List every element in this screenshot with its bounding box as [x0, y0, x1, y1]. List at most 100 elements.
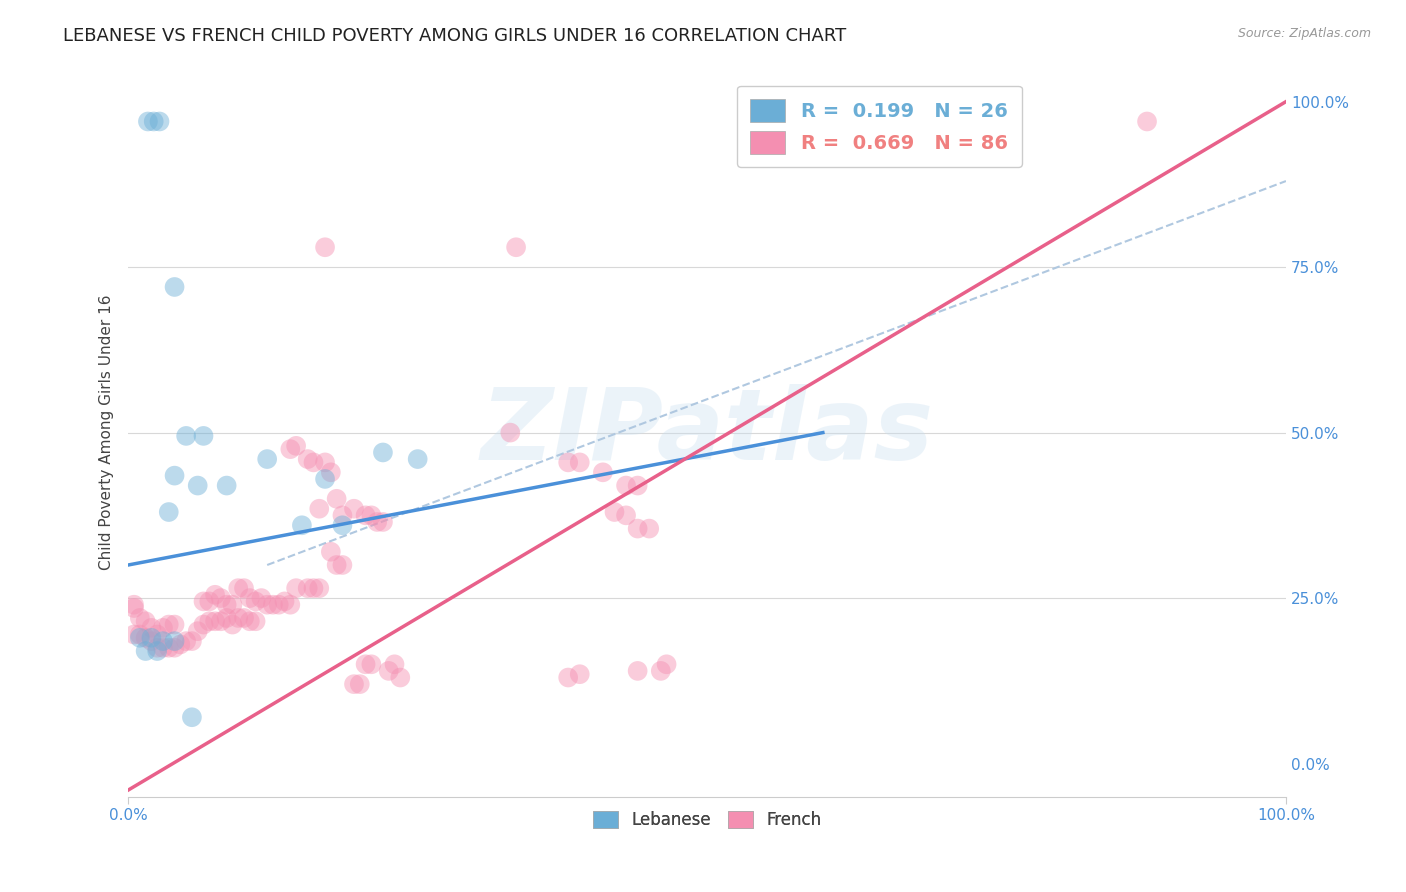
- Point: [325, 491, 347, 506]
- Point: [163, 468, 186, 483]
- Point: [262, 598, 284, 612]
- Point: [371, 515, 394, 529]
- Legend: Lebanese, French: Lebanese, French: [583, 801, 831, 839]
- Point: [360, 508, 382, 523]
- Point: [239, 614, 262, 628]
- Point: [181, 634, 204, 648]
- Point: [360, 657, 382, 672]
- Point: [163, 617, 186, 632]
- Point: [152, 621, 174, 635]
- Point: [142, 114, 165, 128]
- Point: [505, 240, 527, 254]
- Point: [209, 614, 232, 628]
- Point: [157, 617, 180, 632]
- Point: [215, 478, 238, 492]
- Point: [297, 452, 319, 467]
- Point: [122, 627, 145, 641]
- Point: [141, 621, 163, 635]
- Point: [603, 505, 626, 519]
- Point: [627, 478, 650, 492]
- Point: [187, 624, 209, 639]
- Point: [215, 598, 238, 612]
- Point: [354, 508, 377, 523]
- Point: [152, 634, 174, 648]
- Point: [181, 710, 204, 724]
- Point: [136, 114, 159, 128]
- Point: [308, 501, 330, 516]
- Point: [285, 581, 308, 595]
- Point: [233, 581, 256, 595]
- Point: [163, 634, 186, 648]
- Point: [204, 614, 226, 628]
- Point: [146, 627, 169, 641]
- Point: [256, 452, 278, 467]
- Point: [285, 439, 308, 453]
- Point: [314, 240, 336, 254]
- Point: [146, 640, 169, 655]
- Point: [128, 627, 150, 641]
- Point: [308, 581, 330, 595]
- Point: [557, 455, 579, 469]
- Point: [135, 644, 157, 658]
- Point: [278, 442, 301, 457]
- Point: [568, 455, 591, 469]
- Point: [146, 644, 169, 658]
- Point: [204, 588, 226, 602]
- Point: [627, 664, 650, 678]
- Text: Source: ZipAtlas.com: Source: ZipAtlas.com: [1237, 27, 1371, 40]
- Point: [157, 640, 180, 655]
- Point: [319, 466, 342, 480]
- Point: [343, 677, 366, 691]
- Point: [141, 634, 163, 648]
- Point: [256, 598, 278, 612]
- Point: [278, 598, 301, 612]
- Point: [135, 614, 157, 628]
- Point: [1136, 114, 1159, 128]
- Point: [193, 594, 215, 608]
- Point: [226, 581, 249, 595]
- Text: ZIPatlas: ZIPatlas: [481, 384, 934, 481]
- Point: [239, 591, 262, 606]
- Point: [332, 508, 354, 523]
- Point: [314, 455, 336, 469]
- Point: [314, 472, 336, 486]
- Point: [152, 640, 174, 655]
- Point: [343, 501, 366, 516]
- Point: [297, 581, 319, 595]
- Point: [122, 601, 145, 615]
- Point: [291, 518, 314, 533]
- Y-axis label: Child Poverty Among Girls Under 16: Child Poverty Among Girls Under 16: [100, 295, 114, 570]
- Point: [135, 631, 157, 645]
- Point: [245, 594, 267, 608]
- Point: [499, 425, 522, 440]
- Point: [332, 558, 354, 572]
- Point: [226, 611, 249, 625]
- Point: [614, 478, 637, 492]
- Point: [366, 515, 388, 529]
- Point: [389, 671, 412, 685]
- Point: [638, 522, 661, 536]
- Point: [128, 611, 150, 625]
- Point: [319, 545, 342, 559]
- Point: [557, 671, 579, 685]
- Point: [592, 466, 614, 480]
- Point: [302, 455, 325, 469]
- Point: [377, 664, 399, 678]
- Point: [221, 617, 243, 632]
- Point: [568, 667, 591, 681]
- Point: [215, 611, 238, 625]
- Point: [193, 429, 215, 443]
- Point: [349, 677, 371, 691]
- Point: [332, 518, 354, 533]
- Point: [193, 617, 215, 632]
- Point: [267, 598, 290, 612]
- Point: [122, 598, 145, 612]
- Point: [371, 445, 394, 459]
- Point: [174, 429, 197, 443]
- Point: [650, 664, 672, 678]
- Point: [384, 657, 406, 672]
- Point: [198, 614, 221, 628]
- Point: [835, 114, 858, 128]
- Point: [627, 522, 650, 536]
- Point: [302, 581, 325, 595]
